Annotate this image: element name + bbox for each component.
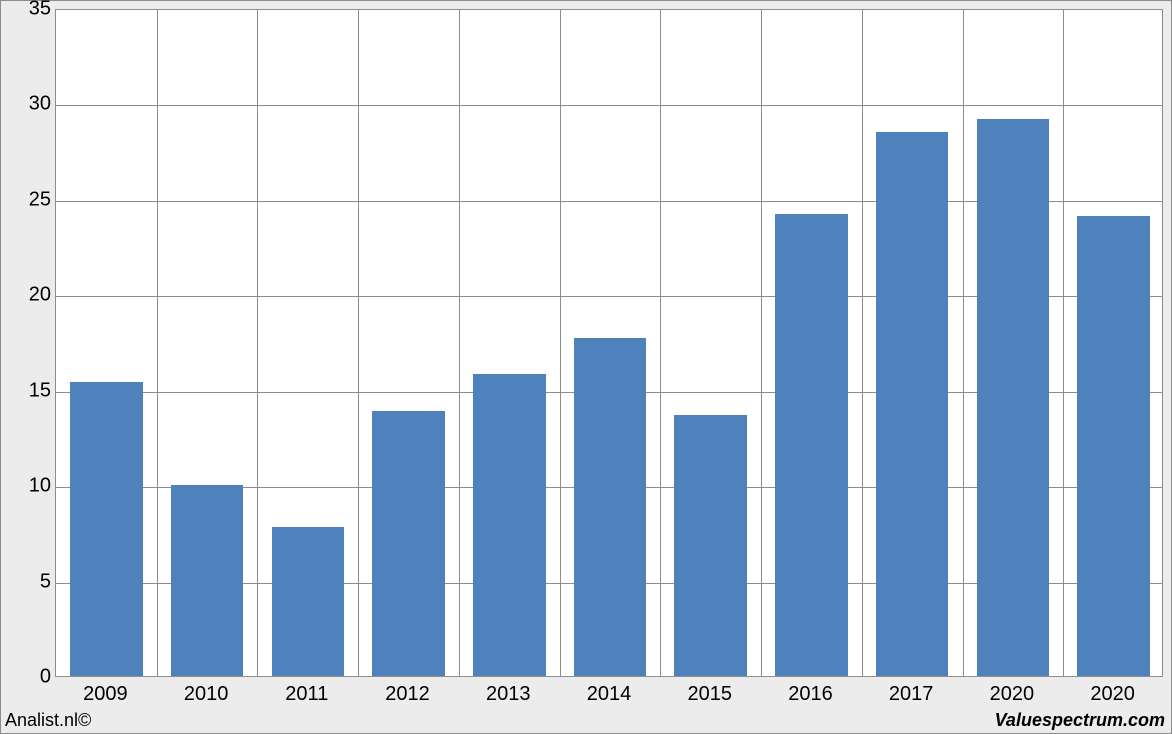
gridline-vertical — [560, 10, 561, 676]
x-tick-label: 2012 — [385, 683, 430, 706]
gridline-vertical — [257, 10, 258, 676]
bar — [1077, 216, 1150, 676]
x-tick-label: 2015 — [687, 683, 732, 706]
x-tick-label: 2020 — [1090, 683, 1135, 706]
plot-area — [55, 9, 1163, 677]
bar — [674, 415, 747, 676]
x-tick-label: 2010 — [184, 683, 229, 706]
bar — [876, 132, 949, 676]
bar — [473, 374, 546, 676]
x-tick-label: 2009 — [83, 683, 128, 706]
y-tick-label: 30 — [11, 93, 51, 116]
y-tick-label: 15 — [11, 379, 51, 402]
bar — [272, 527, 345, 676]
x-tick-label: 2014 — [587, 683, 632, 706]
gridline-vertical — [660, 10, 661, 676]
y-tick-label: 35 — [11, 0, 51, 21]
x-tick-label: 2011 — [285, 683, 328, 706]
chart-outer-frame: 0 5 10 15 20 25 30 35 2009 2010 2011 2012 2013 2014 2… — [0, 0, 1172, 734]
y-tick-label: 0 — [11, 666, 51, 689]
gridline-vertical — [862, 10, 863, 676]
gridline-vertical — [358, 10, 359, 676]
footer-right-credit: Valuespectrum.com — [995, 710, 1165, 731]
gridline-horizontal — [56, 105, 1162, 106]
bar — [372, 411, 445, 676]
x-tick-label: 2020 — [990, 683, 1035, 706]
gridline-vertical — [761, 10, 762, 676]
x-tick-label: 2016 — [788, 683, 833, 706]
y-tick-label: 5 — [11, 570, 51, 593]
gridline-vertical — [459, 10, 460, 676]
x-tick-label: 2017 — [889, 683, 934, 706]
gridline-vertical — [1063, 10, 1064, 676]
x-tick-label: 2013 — [486, 683, 531, 706]
y-tick-label: 10 — [11, 475, 51, 498]
gridline-vertical — [963, 10, 964, 676]
bar — [70, 382, 143, 676]
bar — [574, 338, 647, 676]
bar — [171, 485, 244, 676]
bar — [775, 214, 848, 676]
footer-left-credit: Analist.nl© — [5, 710, 91, 731]
gridline-vertical — [157, 10, 158, 676]
y-tick-label: 25 — [11, 188, 51, 211]
bar — [977, 119, 1050, 676]
y-tick-label: 20 — [11, 284, 51, 307]
